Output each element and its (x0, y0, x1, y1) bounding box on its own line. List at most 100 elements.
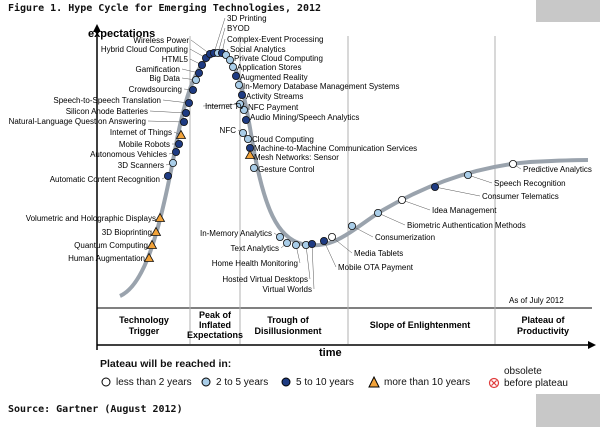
tech-label-speech-recognition: Speech Recognition (494, 179, 566, 188)
source-line: Source: Gartner (August 2012) (8, 404, 183, 415)
tech-label-machine-to-machine-communication-services: Machine-to-Machine Communication Service… (254, 144, 417, 153)
leader-line-3d-printing (213, 17, 226, 54)
tech-label-mesh-networks-sensor: Mesh Networks: Sensor (254, 153, 339, 162)
legend-symbol-gt10 (368, 376, 380, 388)
tech-point-nfc-payment (239, 106, 248, 115)
tech-label-internet-tv: Internet TV (205, 102, 245, 111)
tech-point-big-data (191, 76, 200, 85)
tech-label-home-health-monitoring: Home Health Monitoring (212, 259, 298, 268)
tech-point-3d-bioprinting (150, 226, 162, 236)
tech-label-complex-event-processing: Complex-Event Processing (227, 35, 323, 44)
legend-item-obsolete: obsolete before plateau (488, 366, 568, 389)
leader-line-media-tablets (331, 236, 353, 254)
tech-point-mesh-networks-sensor (244, 149, 256, 159)
legend-label-lt2: less than 2 years (116, 376, 192, 388)
tech-point-crowdsourcing (188, 86, 197, 95)
tech-point-consumer-telematics (430, 182, 439, 191)
tech-point-in-memory-database-management-systems (234, 81, 243, 90)
tech-label-crowdsourcing: Crowdsourcing (129, 85, 182, 94)
corner-box-bottom (536, 394, 600, 427)
tech-point-virtual-worlds (307, 239, 316, 248)
tech-point-mobile-robots (174, 139, 183, 148)
tech-label-consumerization: Consumerization (375, 233, 435, 242)
tech-label-augmented-reality: Augmented Reality (240, 73, 308, 82)
tech-point-speech-to-speech-translation (184, 99, 193, 108)
leader-line-biometric-authentication-methods (377, 212, 406, 226)
tech-label-in-memory-database-management-systems: In-Memory Database Management Systems (243, 82, 400, 91)
technology-points (143, 49, 517, 262)
tech-label-gesture-control: Gesture Control (258, 165, 315, 174)
tech-label-hosted-virtual-desktops: Hosted Virtual Desktops (222, 275, 308, 284)
tech-point-3d-scanners (168, 158, 177, 167)
tech-label-3d-printing: 3D Printing (227, 14, 267, 23)
y-axis-arrow (93, 24, 101, 32)
legend-label-obsolete-1: obsolete (504, 366, 542, 377)
legend-item-lt2: less than 2 years (100, 376, 192, 388)
legend-item-2to5: 2 to 5 years (200, 376, 268, 388)
leader-line-internet-tv (202, 103, 241, 107)
tech-point-speech-recognition (463, 170, 472, 179)
tech-point-volumetric-and-holographic-displays (154, 212, 166, 222)
leader-line-mobile-ota-payment (323, 240, 337, 268)
tech-label-html5: HTML5 (162, 55, 189, 64)
tech-point-application-stores (228, 63, 237, 72)
tech-point-internet-tv (235, 100, 244, 109)
tech-label-idea-management: Idea Management (432, 206, 497, 215)
tech-label-volumetric-and-holographic-displays: Volumetric and Holographic Displays (26, 214, 156, 223)
tech-point-consumerization (347, 221, 356, 230)
tech-label-internet-of-things: Internet of Things (110, 128, 172, 137)
legend-item-5to10: 5 to 10 years (280, 376, 354, 388)
tech-label-autonomous-vehicles: Autonomous Vehicles (90, 150, 167, 159)
tech-point-human-augmentation (143, 252, 155, 262)
tech-label-big-data: Big Data (149, 74, 180, 83)
tech-label-media-tablets: Media Tablets (354, 249, 403, 258)
tech-point-autonomous-vehicles (171, 147, 180, 156)
tech-label-natural-language-question-answering: Natural-Language Question Answering (9, 117, 146, 126)
tech-label-biometric-authentication-methods: Biometric Authentication Methods (407, 221, 526, 230)
tech-label-quantum-computing: Quantum Computing (74, 241, 148, 250)
tech-point-silicon-anode-batteries (181, 109, 190, 118)
tech-point-natural-language-question-answering (179, 118, 188, 127)
leader-line-virtual-worlds (311, 243, 315, 290)
tech-label-silicon-anode-batteries: Silicon Anode Batteries (66, 107, 148, 116)
tech-point-audio-mining-speech-analytics (241, 116, 250, 125)
legend-label-gt10: more than 10 years (384, 376, 471, 388)
tech-label-in-memory-analytics: In-Memory Analytics (200, 229, 272, 238)
tech-label-automatic-content-recognition: Automatic Content Recognition (50, 175, 160, 184)
tech-point-internet-of-things (175, 129, 187, 139)
tech-label-3d-bioprinting: 3D Bioprinting (102, 228, 152, 237)
tech-label-activity-streams: Activity Streams (246, 92, 303, 101)
tech-label-mobile-robots: Mobile Robots (119, 140, 170, 149)
phase-technology-trigger: Technology Trigger (119, 315, 169, 336)
tech-label-predictive-analytics: Predictive Analytics (523, 165, 592, 174)
tech-label-nfc-payment: NFC Payment (248, 103, 299, 112)
phase-peak: Peak of Inflated Expectations (187, 310, 243, 340)
tech-label-virtual-worlds: Virtual Worlds (263, 285, 313, 294)
leader-line-silicon-anode-batteries (149, 110, 187, 114)
leader-line-hosted-virtual-desktops (305, 244, 311, 280)
legend-label-2to5: 2 to 5 years (216, 376, 269, 388)
phase-slope: Slope of Enlightenment (370, 320, 471, 330)
tech-point-gesture-control (249, 163, 258, 172)
tech-point-text-analytics (282, 238, 291, 247)
leader-line-byod (217, 27, 226, 54)
tech-label-social-analytics: Social Analytics (230, 45, 286, 54)
legend-title: Plateau will be reached in: (100, 358, 232, 370)
legend: Plateau will be reached in: less than 2 … (100, 358, 570, 389)
tech-point-home-health-monitoring (291, 240, 300, 249)
phase-trough: Trough of Disillusionment (254, 315, 321, 336)
tech-label-human-augmentation: Human Augmentation (68, 254, 145, 263)
time-axis-arrow (588, 341, 596, 349)
leader-line-speech-to-speech-translation (162, 99, 190, 104)
tech-label-cloud-computing: Cloud Computing (252, 135, 314, 144)
leader-line-idea-management (401, 199, 431, 211)
tech-point-quantum-computing (146, 239, 158, 249)
tech-label-speech-to-speech-translation: Speech-to-Speech Translation (53, 96, 161, 105)
tech-label-nfc: NFC (220, 126, 237, 135)
legend-symbol-2to5 (201, 377, 211, 387)
tech-point-cloud-computing (243, 134, 252, 143)
tech-label-audio-mining-speech-analytics: Audio Mining/Speech Analytics (250, 113, 359, 122)
tech-point-predictive-analytics (508, 159, 517, 168)
tech-point-html5 (197, 61, 206, 70)
